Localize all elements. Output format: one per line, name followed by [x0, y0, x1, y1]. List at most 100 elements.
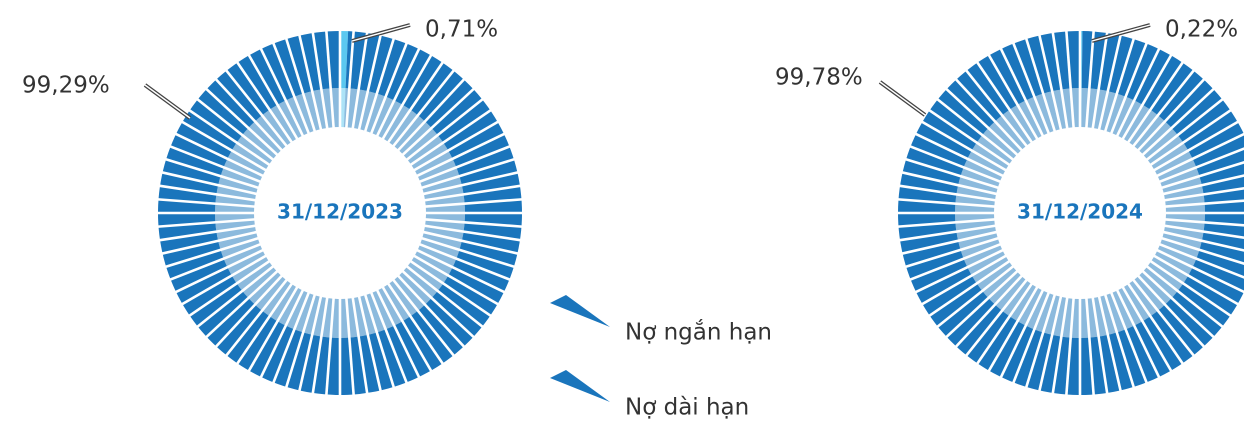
- spoke: [1140, 269, 1216, 340]
- spoke: [156, 197, 257, 209]
- slice-inner: [955, 88, 1206, 339]
- spoke: [1115, 288, 1162, 380]
- spoke: [1103, 36, 1136, 134]
- spoke: [944, 86, 1020, 157]
- spoke: [363, 36, 396, 134]
- leader-line-inner: [879, 81, 926, 116]
- spoke: [1148, 259, 1233, 318]
- spoke: [1051, 30, 1069, 131]
- spoke: [1136, 77, 1207, 153]
- spoke: [419, 236, 517, 269]
- spoke: [357, 33, 383, 132]
- spoke: [369, 41, 409, 136]
- spoke: [400, 269, 476, 340]
- spoke: [908, 242, 1003, 282]
- spoke: [1161, 174, 1244, 196]
- spoke: [953, 77, 1024, 153]
- spoke: [1109, 290, 1149, 385]
- spoke: [1120, 53, 1174, 141]
- spoke: [180, 253, 268, 307]
- leader-line-inner: [1091, 24, 1151, 42]
- spoke: [363, 292, 396, 390]
- spoke: [271, 290, 311, 385]
- spoke: [1140, 86, 1216, 157]
- slice-outer: [340, 31, 349, 89]
- spoke: [415, 131, 507, 178]
- spoke: [1162, 224, 1244, 240]
- spoke: [224, 68, 289, 149]
- spoke: [396, 77, 467, 153]
- spoke: [900, 230, 999, 256]
- spoke: [1037, 294, 1063, 393]
- spoke: [897, 224, 998, 242]
- data-label: 0,71%: [425, 17, 498, 43]
- spoke: [380, 285, 434, 373]
- spoke: [297, 33, 323, 132]
- spoke: [400, 86, 476, 157]
- spoke: [195, 264, 276, 329]
- spoke: [964, 277, 1029, 358]
- spoke: [896, 197, 997, 209]
- spoke: [380, 53, 434, 141]
- spoke: [1120, 285, 1174, 373]
- spoke: [913, 248, 1005, 295]
- slice-outer: [157, 31, 523, 396]
- spoke: [408, 259, 493, 318]
- spoke: [246, 53, 300, 141]
- spoke: [920, 119, 1008, 173]
- spoke: [953, 273, 1024, 349]
- spoke: [297, 294, 323, 393]
- legend-icon: [550, 295, 610, 327]
- spoke: [1037, 33, 1063, 132]
- spoke: [927, 259, 1012, 318]
- spoke: [157, 224, 258, 242]
- spoke: [157, 184, 258, 202]
- spoke: [404, 264, 485, 329]
- spoke: [998, 288, 1045, 380]
- spoke: [156, 217, 257, 229]
- spoke: [351, 295, 369, 396]
- spoke: [1084, 296, 1096, 397]
- spoke: [1157, 242, 1244, 279]
- spoke: [235, 60, 294, 145]
- spoke: [375, 288, 422, 380]
- legend-icon: [550, 370, 610, 402]
- spoke: [1024, 36, 1057, 134]
- spoke: [271, 41, 311, 136]
- spoke: [1155, 132, 1244, 178]
- spoke: [1109, 41, 1149, 136]
- data-label: 0,22%: [1165, 17, 1238, 43]
- spoke: [1161, 230, 1244, 252]
- spoke: [903, 236, 1001, 269]
- spoke: [1091, 295, 1109, 396]
- spoke: [1152, 253, 1240, 307]
- spoke: [1091, 30, 1109, 131]
- spoke: [927, 108, 1012, 167]
- leader-line-inner: [144, 84, 191, 119]
- spoke: [944, 269, 1020, 340]
- spoke: [357, 294, 383, 393]
- spoke: [1163, 199, 1244, 209]
- spoke: [324, 296, 336, 397]
- spoke: [1162, 186, 1244, 202]
- spoke: [404, 97, 485, 162]
- spoke: [1155, 248, 1244, 294]
- spoke: [920, 253, 1008, 307]
- spoke: [1159, 161, 1244, 190]
- spoke: [1163, 217, 1244, 227]
- spoke: [386, 60, 445, 145]
- spoke: [1115, 46, 1162, 138]
- spoke: [422, 184, 523, 202]
- spoke: [964, 68, 1029, 149]
- spoke: [417, 242, 512, 282]
- donut: [896, 29, 1244, 397]
- spoke: [213, 77, 284, 153]
- spoke: [412, 253, 500, 307]
- slice-inner: [340, 88, 346, 128]
- spoke: [375, 46, 422, 138]
- spoke: [324, 29, 336, 130]
- leader-line-inner: [351, 24, 411, 42]
- spoke: [1084, 29, 1096, 130]
- spoke: [419, 157, 517, 190]
